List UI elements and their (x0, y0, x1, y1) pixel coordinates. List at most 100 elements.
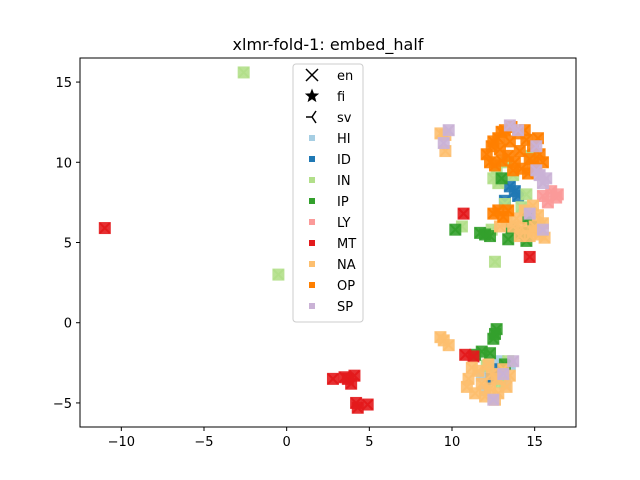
data-point-sp (442, 124, 455, 137)
legend-item-in: IN (309, 174, 351, 189)
y-tick-label: 15 (55, 76, 72, 91)
legend-swatch (309, 282, 315, 288)
data-point-sp (530, 140, 543, 153)
data-point-na (482, 358, 495, 371)
data-point-sp (507, 355, 520, 368)
legend-item-sv: sv (306, 110, 352, 126)
x-tick-label: −5 (194, 435, 213, 450)
legend-label: HI (337, 132, 351, 147)
data-point-mt (457, 207, 470, 220)
x-axis: −10 −5 0 5 10 15 (108, 427, 543, 450)
legend-label: IP (337, 195, 349, 210)
data-point-op (484, 156, 497, 169)
legend-item-mt: MT (309, 237, 356, 252)
x-tick-label: 5 (365, 435, 373, 450)
data-point-ip (502, 233, 515, 246)
data-point-sp (530, 164, 543, 177)
x-marker-icon (305, 68, 319, 82)
data-point-mt (98, 222, 111, 235)
legend-label: LY (337, 216, 351, 231)
legend-item-na: NA (309, 258, 356, 273)
legend-swatch (309, 240, 315, 246)
data-point-na (484, 382, 497, 395)
legend-item-ly: LY (309, 216, 351, 231)
data-point-ip (495, 172, 508, 185)
data-point-op (502, 204, 515, 217)
y-tick-label: 0 (64, 317, 72, 332)
y-axis: −5 0 5 10 15 (53, 76, 80, 412)
legend-item-fi: fi (304, 88, 345, 105)
data-point-op (487, 207, 500, 220)
legend-label: IN (337, 174, 351, 189)
data-point-sp (503, 119, 516, 132)
data-point-ly (536, 189, 549, 202)
legend-label: MT (337, 237, 356, 252)
data-point-ip (487, 332, 500, 345)
legend-swatch (309, 177, 315, 183)
data-point-mt (523, 250, 536, 263)
data-point-sp (437, 137, 450, 150)
plot-marks (98, 66, 564, 414)
x-tick-label: 15 (526, 435, 543, 450)
data-point-in (488, 255, 501, 268)
data-point-na (442, 339, 455, 352)
legend-item-en: en (305, 68, 353, 84)
legend-swatch (309, 261, 315, 267)
y-tick-label: 10 (55, 156, 72, 171)
data-point-op (487, 135, 500, 148)
data-point-in (520, 188, 533, 201)
y-tick-label: 5 (64, 237, 72, 252)
legend-swatch (309, 198, 315, 204)
legend-label: OP (337, 279, 355, 294)
legend-item-hi: HI (309, 132, 351, 147)
data-point-sp (536, 223, 549, 236)
star-marker-icon (304, 88, 320, 103)
data-point-na (472, 364, 485, 377)
data-point-mt (351, 401, 364, 414)
data-point-na (469, 387, 482, 400)
legend-item-sp: SP (309, 300, 353, 315)
x-tick-label: 10 (444, 435, 461, 450)
data-point-sp (540, 172, 553, 185)
legend-swatch (309, 135, 315, 141)
data-point-mt (361, 398, 374, 411)
data-point-mt (338, 371, 351, 384)
legend-item-op: OP (309, 279, 355, 294)
data-point-mt (326, 372, 339, 385)
data-point-ip (484, 347, 497, 360)
legend-box (292, 63, 364, 323)
data-point-sp (497, 368, 510, 381)
x-tick-label: 0 (283, 435, 291, 450)
x-tick-label: −10 (108, 435, 135, 450)
data-point-sp (523, 207, 536, 220)
data-point-mt (348, 369, 361, 382)
data-point-ip (449, 223, 462, 236)
data-point-ip (484, 230, 497, 243)
data-point-op (503, 135, 516, 148)
legend-label: ID (337, 153, 351, 168)
data-point-ip (474, 226, 487, 239)
data-point-op (513, 145, 526, 158)
legend-swatch (309, 156, 315, 162)
tri-marker-icon (306, 110, 317, 124)
legend-swatch (309, 303, 315, 309)
data-point-in (237, 66, 250, 79)
legend-label: fi (337, 90, 345, 105)
data-point-na (493, 220, 506, 233)
data-point-ly (551, 188, 564, 201)
legend-item-id: ID (309, 153, 351, 168)
legend-item-ip: IP (309, 195, 349, 210)
data-point-in (272, 268, 285, 281)
data-point-mt (467, 350, 480, 363)
legend-swatch (309, 219, 315, 225)
chart-title: xlmr-fold-1: embed_half (233, 35, 424, 55)
data-point-op (507, 164, 520, 177)
legend-label: en (337, 69, 353, 84)
data-point-na (513, 230, 526, 243)
data-point-na (500, 380, 513, 393)
legend-label: NA (337, 258, 356, 273)
legend: en fi sv HI ID IN IP LY MT NA OP SP (292, 63, 364, 323)
y-tick-label: −5 (53, 397, 72, 412)
legend-label: sv (337, 111, 352, 126)
